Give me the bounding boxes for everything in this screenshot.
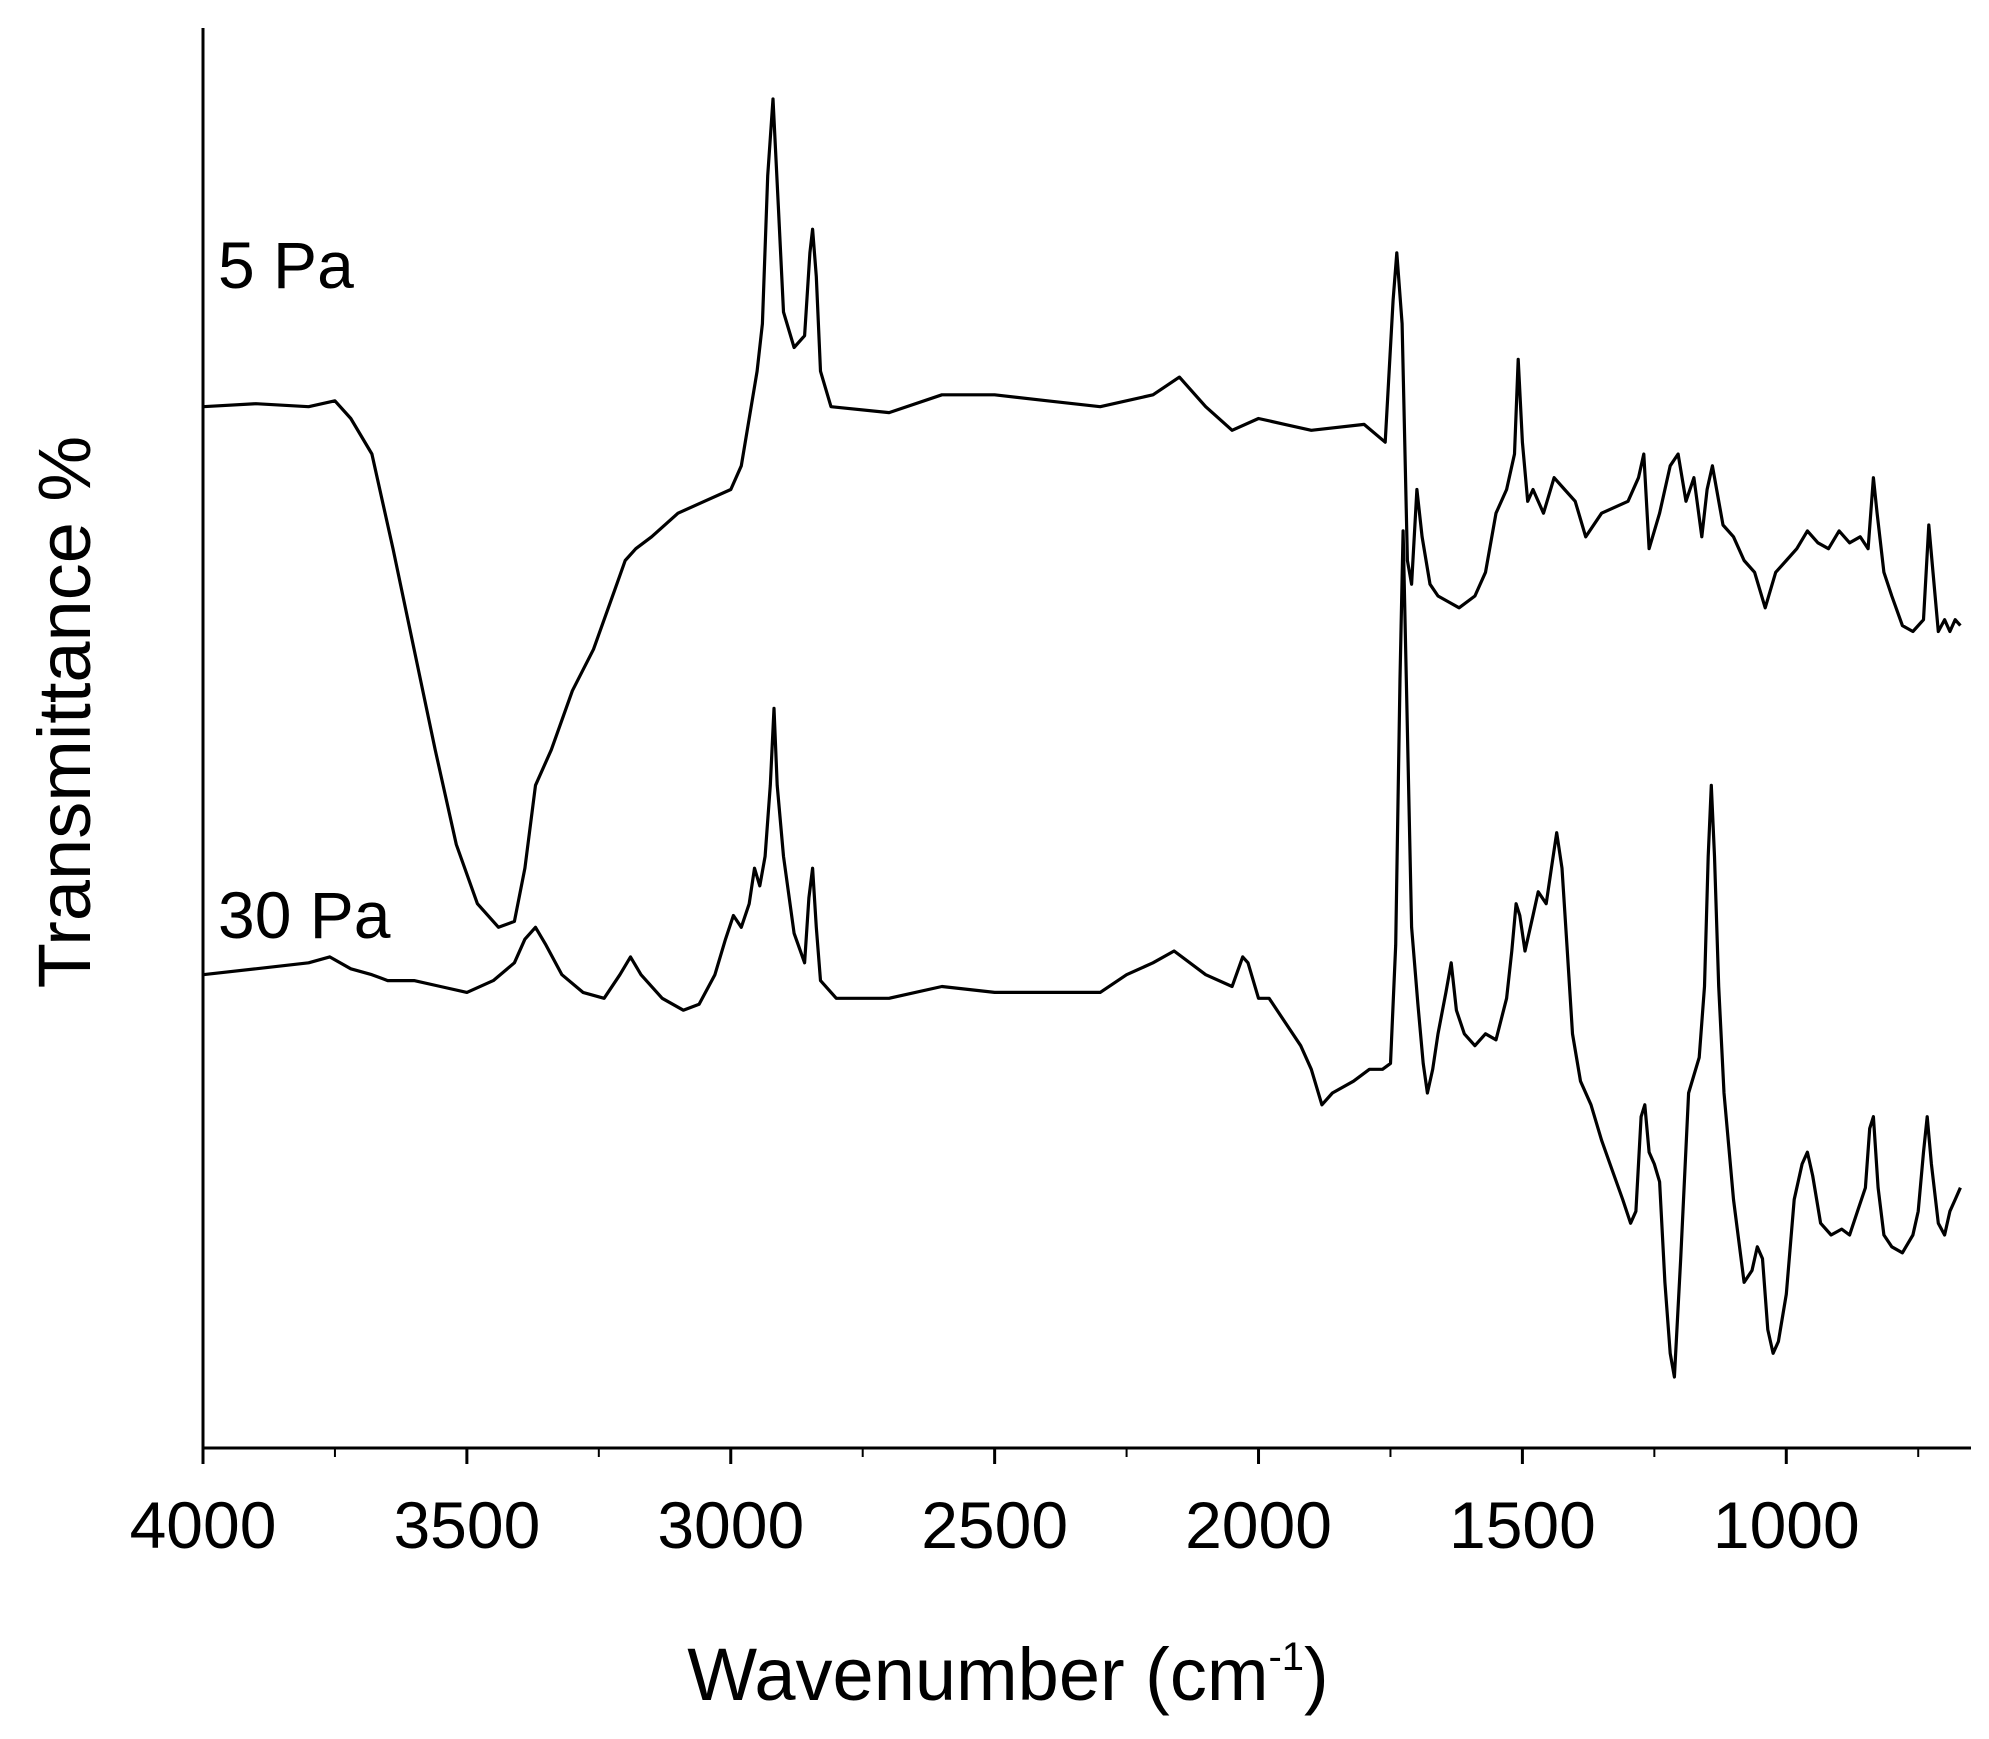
x-axis-title: Wavenumber (cm-1) [687,1633,1328,1716]
x-tick-label-3000: 3000 [657,1488,804,1562]
series-line-5-pa [202,97,1962,929]
x-axis-title-main: Wavenumber (cm [687,1633,1268,1716]
series-label-30-pa: 30 Pa [218,878,391,952]
x-tick-label-2500: 2500 [921,1488,1068,1562]
series-layer: 5 Pa 30 Pa [202,97,1962,1379]
axes: 4000 3500 3000 2500 2000 1500 1000 [130,28,1971,1562]
x-tick-label-1500: 1500 [1449,1488,1596,1562]
series-line-30-pa [202,529,1962,1379]
x-axis-title-superscript: -1 [1268,1635,1304,1679]
x-tick-label-3500: 3500 [393,1488,540,1562]
y-axis-title: Transmittance % [23,436,106,988]
labels-layer: Transmittance % Wavenumber (cm-1) [23,436,1329,1716]
x-tick-label-1000: 1000 [1713,1488,1860,1562]
series-label-5-pa: 5 Pa [218,228,354,302]
x-tick-label-2000: 2000 [1185,1488,1332,1562]
x-tick-label-4000: 4000 [130,1488,277,1562]
x-axis-title-suffix: ) [1304,1633,1329,1716]
